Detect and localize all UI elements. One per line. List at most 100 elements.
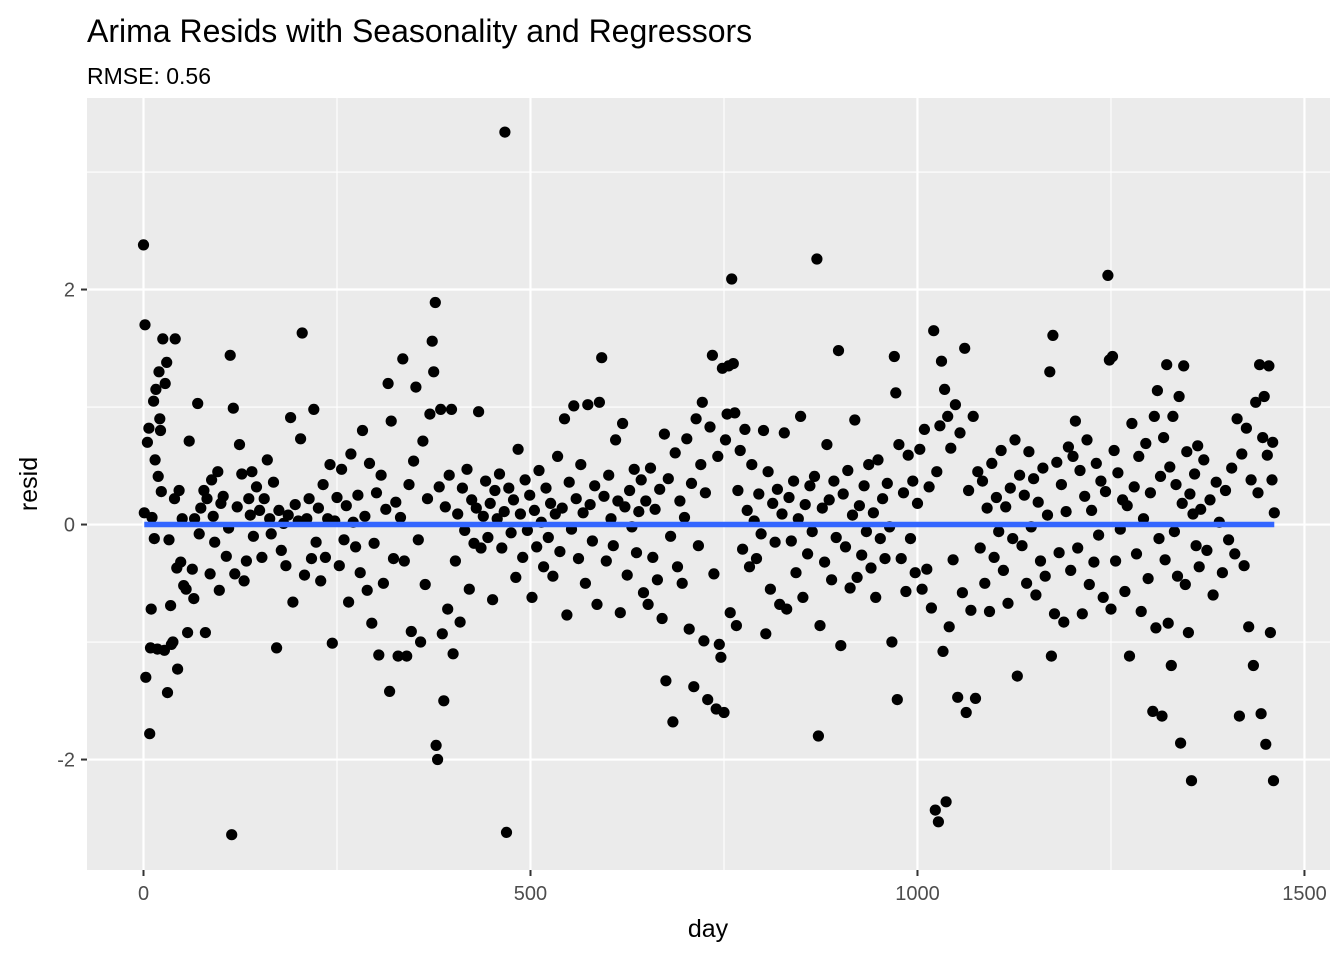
data-point	[271, 642, 283, 654]
data-point	[907, 475, 919, 487]
data-point	[403, 479, 415, 491]
data-point	[881, 477, 893, 489]
data-point	[669, 447, 681, 459]
data-point	[343, 596, 355, 608]
data-point	[1148, 410, 1160, 422]
data-point	[988, 551, 1000, 564]
data-point	[528, 504, 541, 516]
data-point	[531, 541, 543, 553]
data-point	[487, 594, 499, 606]
data-point	[510, 571, 522, 584]
data-point	[1110, 555, 1122, 567]
data-point	[473, 406, 485, 418]
data-point	[812, 730, 825, 742]
data-point	[783, 491, 795, 504]
data-point	[665, 530, 677, 542]
data-point	[863, 459, 875, 471]
data-point	[1051, 456, 1063, 468]
data-point	[484, 497, 496, 509]
data-point	[1007, 533, 1019, 545]
data-point	[702, 694, 714, 706]
data-point	[685, 477, 698, 489]
data-point	[928, 325, 940, 337]
data-point	[336, 463, 348, 475]
data-point	[380, 503, 392, 515]
data-point	[1210, 476, 1222, 488]
data-point	[1201, 544, 1213, 557]
data-point	[776, 508, 788, 520]
data-point	[433, 481, 445, 493]
data-point	[340, 500, 352, 512]
data-point	[540, 482, 552, 494]
data-point	[867, 507, 880, 519]
data-point	[771, 483, 784, 495]
data-point	[410, 381, 422, 393]
data-point	[280, 560, 292, 572]
data-point	[837, 488, 849, 500]
data-point	[493, 468, 506, 480]
data-point	[916, 583, 928, 595]
data-point	[1182, 627, 1194, 639]
data-point	[1185, 775, 1198, 787]
data-point	[169, 333, 181, 345]
data-point	[698, 635, 710, 647]
data-point	[250, 481, 263, 493]
data-point	[1034, 555, 1047, 567]
data-point	[712, 450, 724, 462]
data-point	[858, 480, 870, 492]
data-point	[1258, 390, 1270, 403]
data-point	[149, 454, 161, 466]
data-point	[937, 645, 949, 658]
data-point	[1137, 513, 1150, 525]
data-point	[974, 542, 986, 554]
data-point	[1000, 501, 1012, 513]
data-point	[1164, 461, 1176, 473]
data-point	[821, 439, 833, 451]
data-point	[517, 551, 529, 564]
data-point	[1105, 603, 1117, 615]
data-point	[1171, 570, 1184, 582]
data-point	[965, 604, 977, 616]
data-point	[1099, 486, 1112, 498]
data-point	[662, 473, 674, 485]
data-point	[429, 296, 441, 309]
data-point	[778, 427, 790, 439]
data-point	[830, 531, 842, 544]
data-point	[911, 497, 924, 509]
data-point	[217, 490, 229, 502]
data-point	[443, 469, 455, 481]
data-point	[186, 563, 198, 575]
data-point	[983, 605, 996, 618]
data-point	[718, 706, 730, 719]
data-point	[247, 530, 259, 542]
data-point	[596, 352, 608, 364]
data-point	[811, 253, 823, 265]
data-point	[298, 569, 311, 581]
data-point	[1243, 621, 1255, 633]
data-point	[1184, 488, 1196, 500]
data-point	[1153, 533, 1165, 545]
data-point	[144, 728, 156, 740]
data-point	[1097, 591, 1109, 604]
data-point	[1266, 474, 1278, 486]
plot-panel	[87, 98, 1330, 870]
data-point	[792, 513, 804, 525]
data-point	[421, 493, 434, 505]
data-point	[1173, 390, 1185, 403]
data-point	[589, 480, 601, 492]
data-point	[644, 462, 657, 474]
data-point	[188, 593, 200, 605]
data-point	[275, 544, 287, 557]
data-point	[1267, 775, 1280, 787]
data-point	[853, 500, 866, 512]
data-point	[390, 496, 402, 508]
data-point	[1264, 627, 1276, 639]
data-point	[412, 534, 424, 546]
data-point	[1067, 450, 1079, 462]
data-point	[521, 524, 534, 537]
data-point	[209, 536, 221, 548]
data-point	[1170, 479, 1182, 491]
data-point	[439, 501, 451, 513]
data-point	[799, 499, 811, 511]
data-point	[1102, 269, 1114, 281]
